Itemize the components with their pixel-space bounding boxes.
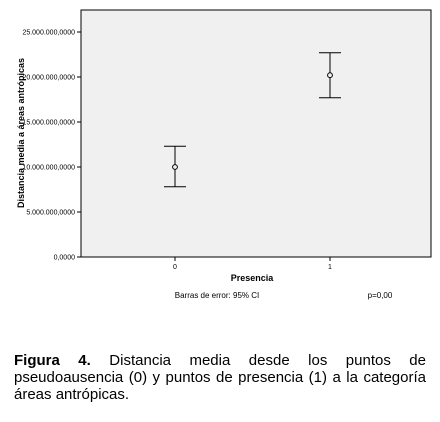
error-bar-footnote: Barras de error: 95% CI xyxy=(175,291,259,300)
y-tick-label: 5.000.000,0000 xyxy=(26,210,75,217)
mean-marker xyxy=(327,72,333,79)
caption-text: Distancia media desde los puntos de pseu… xyxy=(14,352,426,403)
p-value-label: p=0,00 xyxy=(368,291,393,300)
figure-caption: Figura 4. Distancia media desde los punt… xyxy=(14,352,426,403)
x-axis-title: Presencia xyxy=(231,273,275,283)
y-tick-label: 20.000.000,0000 xyxy=(22,75,75,82)
y-axis-title: Distancia media a áreas antrópicas xyxy=(16,58,26,208)
caption-label: Figura 4. xyxy=(14,352,91,369)
plot-area xyxy=(80,9,432,258)
x-tick-label: 1 xyxy=(328,264,332,271)
error-bars xyxy=(164,52,341,188)
mean-marker xyxy=(172,164,178,170)
x-tick-label: 0 xyxy=(173,264,177,271)
chart: 0,0000 5.000.000,0000 10.000.000,0000 15.00… xyxy=(16,9,432,300)
y-tick-label: 15.000.000,0000 xyxy=(22,120,75,127)
y-tick-label: 0,0000 xyxy=(54,255,76,262)
y-tick-label: 25.000.000,0000 xyxy=(22,30,75,37)
y-tick-label: 10.000.000,0000 xyxy=(22,165,75,172)
y-axis: 0,0000 5.000.000,0000 10.000.000,0000 15.00… xyxy=(22,30,81,262)
